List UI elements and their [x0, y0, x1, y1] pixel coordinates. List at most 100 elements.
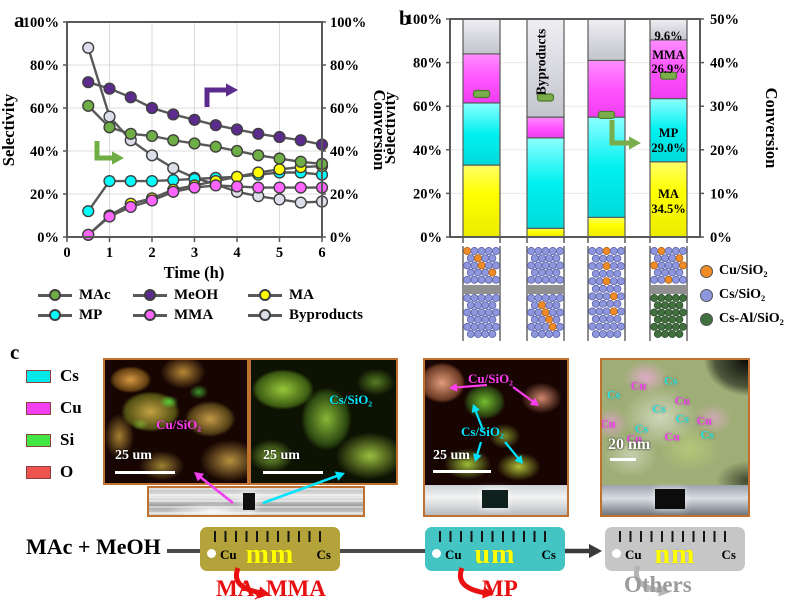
reactor-tube-photo-3: [425, 485, 567, 515]
eds-map-4-texture: [602, 360, 748, 487]
segment-MA: [526, 227, 565, 238]
catalyst-plug: [243, 493, 256, 510]
arrowhead: [529, 397, 539, 406]
svg-text:20%: 20%: [330, 187, 359, 203]
scale-ruler-nm: Cu nm Cs: [605, 527, 745, 571]
element-label-Cs: Cs: [607, 387, 621, 402]
legend-label: Cu/SiO₂: [719, 263, 768, 278]
y-axis-title-right: Conversion: [370, 90, 385, 171]
scale-bar-4: [610, 458, 636, 461]
eds-map-mixed: Cu/SiO₂ Cs/SiO₂ 25 um: [423, 358, 569, 517]
legend-label: Cs-Al/SiO₂: [719, 311, 784, 326]
scale-ruler-um: Cu um Cs: [425, 527, 565, 571]
legend-label: MA: [289, 286, 314, 303]
axes: 0 1 2 3 4 5 60% 0%20% 20%40% 40%60% 60%80% 80%100% 1…: [23, 15, 367, 261]
arrowhead: [514, 455, 523, 464]
scale-text-4: 20 nm: [608, 436, 651, 453]
legend-label: Byproducts: [289, 306, 363, 323]
conversion-marker: [472, 89, 491, 99]
legend-item-MP: MP: [38, 307, 102, 323]
ruler-cs-label: Cs: [541, 547, 556, 562]
svg-text:60%: 60%: [30, 101, 59, 117]
ruler-dot: [207, 549, 216, 558]
segment-MP: [526, 137, 565, 229]
ruler-cu-label: Cu: [625, 547, 642, 562]
element-label-Cu: Cu: [674, 393, 690, 408]
legend-marker: [248, 289, 282, 301]
svg-text:40%: 40%: [30, 144, 59, 160]
svg-text:20%: 20%: [30, 187, 59, 203]
color-swatch: [26, 401, 51, 415]
ruler-scale-label: mm: [245, 539, 295, 570]
legend-marker: [133, 289, 167, 301]
legend-item-MAc: MAc: [38, 287, 111, 303]
product-arrow-um: [458, 567, 494, 599]
scale-text-1: 25 um: [115, 448, 152, 463]
svg-text:80%: 80%: [330, 58, 359, 74]
ruler-scale-label: nm: [654, 539, 696, 570]
svg-text:1: 1: [106, 245, 113, 261]
reactor-tube-photo-4: [602, 485, 748, 515]
product-arrow-mm: [234, 567, 270, 599]
legend-item-MeOH: MeOH: [133, 287, 218, 303]
bar-4: [649, 18, 688, 238]
legend-dot: [144, 309, 156, 321]
element-label-Cu: Cu: [600, 416, 616, 431]
svg-text:60%: 60%: [413, 99, 442, 115]
legend-dot: [49, 289, 61, 301]
catalyst-legend-item: Cu/SiO₂: [700, 263, 768, 279]
bar-1: [462, 18, 501, 238]
scale-text-2: 25 um: [263, 448, 300, 463]
legend-item-MA: MA: [248, 287, 314, 303]
reactor-tube-photo-1: [147, 486, 365, 517]
scheme-arrow: [564, 543, 602, 559]
catalyst-legend-item: Cs-Al/SiO₂: [700, 311, 784, 327]
ruler-ticks: [439, 531, 549, 542]
eds-map-2-label: Cs/SiO₂: [329, 391, 373, 407]
legend-label: Cs: [60, 366, 79, 385]
right-axis-arrow: [204, 83, 238, 107]
catalyst-beds: [462, 246, 688, 341]
arrowhead: [471, 404, 480, 414]
ruler-dot: [612, 549, 621, 558]
eds-map-3-arrows: [449, 382, 539, 464]
legend-label: Cu: [60, 398, 82, 417]
eds-legend-item-Cu: Cu: [26, 398, 82, 418]
panel-c-label: c: [10, 340, 20, 364]
eds-legend-item-Cs: Cs: [26, 366, 82, 386]
legend-dot: [700, 264, 713, 278]
svg-text:4: 4: [233, 245, 240, 261]
catalyst-bed-3: [587, 246, 626, 341]
legend-label: MMA: [174, 306, 214, 323]
element-label-Cu: Cu: [664, 429, 680, 444]
ruler-cu-label: Cu: [445, 547, 462, 562]
svg-text:20%: 20%: [413, 186, 442, 202]
y-axis-title-left: Selectivity: [385, 91, 399, 164]
ruler-cs-label: Cs: [721, 547, 736, 562]
element-label-Cs: Cs: [675, 411, 689, 426]
legend-label: MeOH: [174, 286, 219, 303]
eds-map-nano: Cu Cs Cs Cu Cs Cs Cu Cu Cs Cu Cu Cs 20 nm: [600, 358, 750, 517]
segment-MA: [462, 164, 501, 238]
segment-MA: [649, 161, 688, 238]
svg-text:100%: 100%: [330, 15, 366, 31]
arrowhead: [482, 586, 494, 599]
eds-map-1-label: Cu/SiO₂: [156, 416, 202, 432]
svg-text:3: 3: [191, 245, 198, 261]
eds-map-3-label-cs: Cs/SiO₂: [461, 424, 504, 439]
arrowhead: [658, 584, 670, 597]
color-swatch: [26, 465, 51, 479]
arrowhead: [226, 83, 238, 97]
scale-text-3: 25 um: [433, 448, 470, 463]
legend-item-Byproducts: Byproducts: [248, 307, 363, 323]
legend-item-MMA: MMA: [133, 307, 213, 323]
eds-legend-item-Si: Si: [26, 430, 82, 450]
color-swatch: [26, 369, 51, 383]
svg-text:80%: 80%: [30, 58, 59, 74]
segment-MP: [649, 97, 688, 163]
arrowhead: [629, 136, 641, 150]
product-ma-mma: MA, MMA: [216, 576, 326, 601]
left-axis-arrow: [94, 141, 124, 165]
element-label-Cu: Cu: [626, 431, 642, 446]
